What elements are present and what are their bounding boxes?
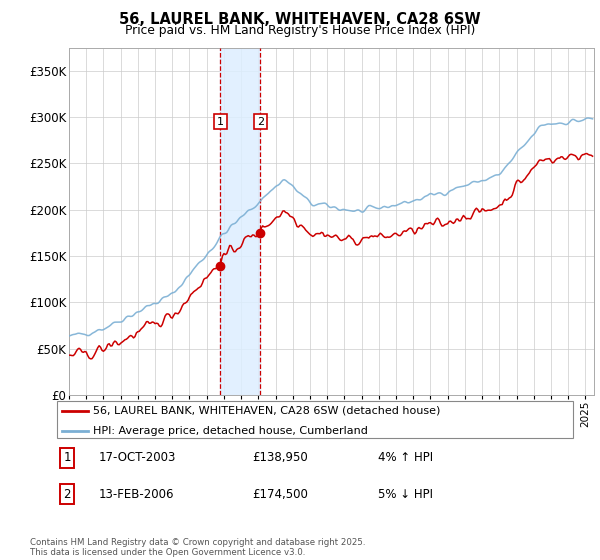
- Bar: [220, 48, 260, 395]
- Text: 1: 1: [217, 116, 224, 127]
- Text: 56, LAUREL BANK, WHITEHAVEN, CA28 6SW (detached house): 56, LAUREL BANK, WHITEHAVEN, CA28 6SW (d…: [93, 405, 440, 416]
- Text: £138,950: £138,950: [253, 451, 308, 464]
- Text: 56, LAUREL BANK, WHITEHAVEN, CA28 6SW: 56, LAUREL BANK, WHITEHAVEN, CA28 6SW: [119, 12, 481, 27]
- Text: Contains HM Land Registry data © Crown copyright and database right 2025.
This d: Contains HM Land Registry data © Crown c…: [30, 538, 365, 557]
- Text: 2: 2: [257, 116, 264, 127]
- FancyBboxPatch shape: [56, 402, 574, 437]
- Text: 4% ↑ HPI: 4% ↑ HPI: [377, 451, 433, 464]
- Text: 13-FEB-2006: 13-FEB-2006: [98, 488, 174, 501]
- Text: 5% ↓ HPI: 5% ↓ HPI: [377, 488, 433, 501]
- Text: Price paid vs. HM Land Registry's House Price Index (HPI): Price paid vs. HM Land Registry's House …: [125, 24, 475, 37]
- Text: 17-OCT-2003: 17-OCT-2003: [98, 451, 176, 464]
- Text: HPI: Average price, detached house, Cumberland: HPI: Average price, detached house, Cumb…: [93, 426, 368, 436]
- Text: 1: 1: [64, 451, 71, 464]
- Text: £174,500: £174,500: [253, 488, 308, 501]
- Text: 2: 2: [64, 488, 71, 501]
